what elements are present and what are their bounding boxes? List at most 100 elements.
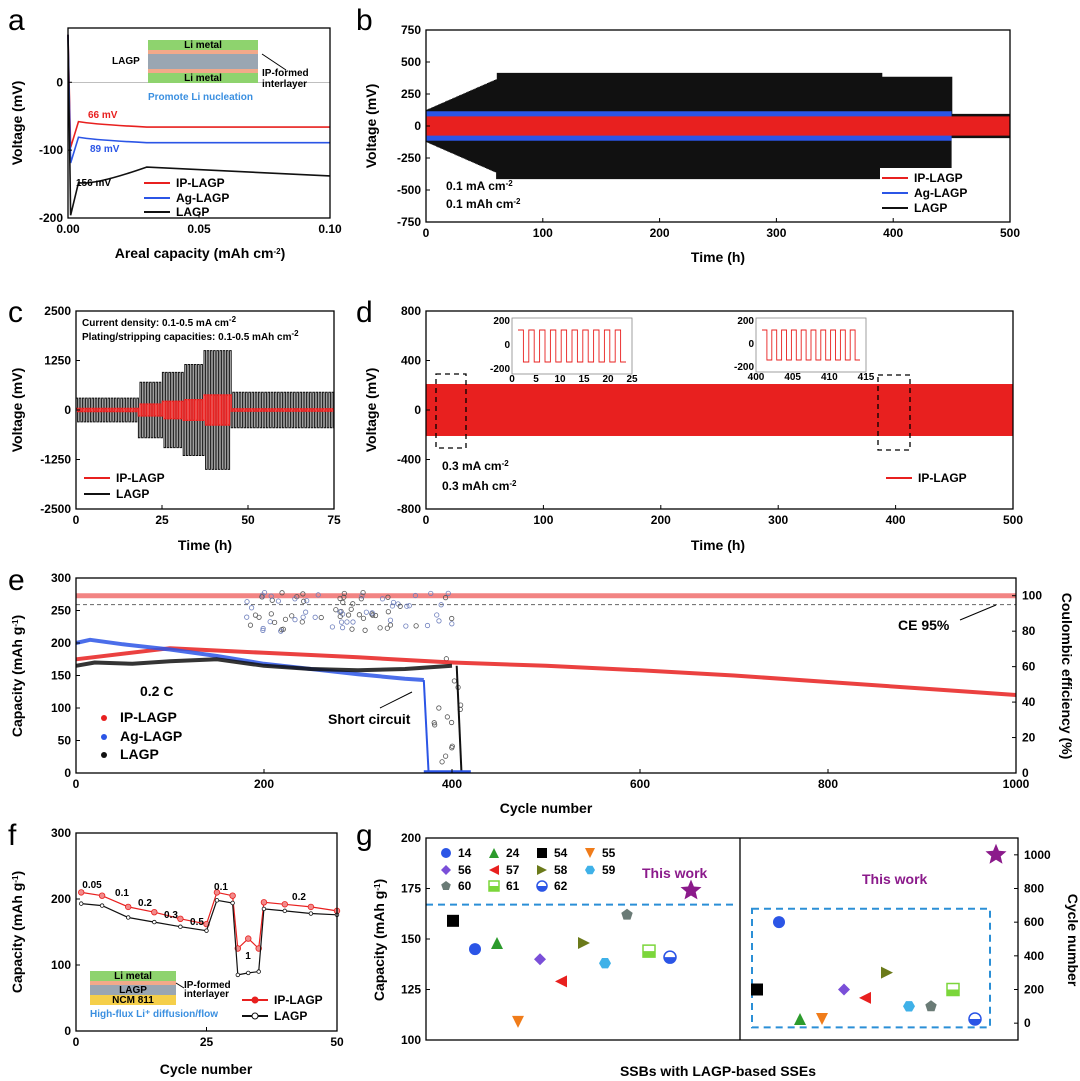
- ce-point: [389, 603, 396, 609]
- legend-ref-54: 54: [554, 846, 568, 860]
- ip-lagp-profile: [426, 384, 1013, 436]
- marker-ref-58: [881, 966, 893, 979]
- legend-ref-55: 55: [602, 846, 616, 860]
- legend-lagp-marker: [251, 1012, 259, 1020]
- ce-point: [443, 753, 449, 759]
- interlayer-bot: [148, 69, 258, 73]
- lagp-rate-point: [214, 898, 220, 903]
- ce-point: [449, 615, 455, 622]
- condition-current: 0.1 mA cm-2: [446, 179, 513, 194]
- ce-point: [360, 589, 366, 596]
- condition-capacity: 0.1 mAh cm-2: [446, 197, 521, 212]
- inset-li: Li metal: [114, 971, 152, 982]
- y-tick-label: 500: [401, 55, 421, 69]
- ce-point: [413, 623, 419, 629]
- ce-point: [350, 619, 356, 625]
- ce-point: [359, 593, 365, 599]
- x-tick-label: 100: [533, 226, 553, 240]
- rate-label-7: 0.2: [292, 892, 306, 903]
- ce-point: [448, 719, 455, 726]
- ip-lagp-rate-point: [78, 889, 85, 896]
- inset-caption: High-flux Li⁺ diffusion/flow: [90, 1009, 218, 1020]
- y-tick-label: -750: [397, 215, 421, 229]
- y-axis-label: Voltage (mV): [9, 368, 25, 453]
- rate-label-5: 0.1: [214, 882, 228, 893]
- x-tick-label: 0.10: [318, 222, 342, 236]
- ce-point: [289, 613, 295, 619]
- marker-ref-59: [599, 958, 611, 969]
- panel-e: e0 200 400 600 800 10003002502001501005001008…: [8, 564, 1075, 816]
- rate-label: 0.2 C: [140, 683, 173, 699]
- y-tick-label: 0: [64, 403, 71, 417]
- marker-ref-62-fill: [537, 886, 547, 891]
- marker-ref-57: [859, 991, 871, 1004]
- condition-capacity: Plating/stripping capacities: 0.1-0.5 mA…: [82, 329, 299, 344]
- ce-point: [275, 598, 282, 604]
- y2-tick-label: 1000: [1024, 848, 1051, 862]
- rate-label-0: 0.05: [82, 880, 102, 891]
- marker-ref-24: [794, 1012, 806, 1025]
- ce-point: [261, 589, 268, 596]
- annotation-66mv: 66 mV: [88, 110, 118, 121]
- zoom-box-1: [435, 373, 467, 449]
- annotation-156mv: 156 mV: [76, 178, 111, 189]
- ce-point: [303, 609, 309, 615]
- rate-label-2: 0.2: [138, 898, 152, 909]
- inset-y-tick: -200: [734, 362, 754, 373]
- y-tick-label: -1250: [40, 453, 71, 467]
- this-work-label-right: This work: [862, 871, 928, 887]
- ag-lagp-profile: [426, 111, 952, 141]
- legend-ip-lagp-label: IP-LAGP: [914, 171, 963, 185]
- marker-ref-60: [925, 1000, 937, 1012]
- legend-ref-24: 24: [506, 846, 520, 860]
- y2-axis-label: Cycle number: [1065, 894, 1080, 987]
- legend-label-2: LAGP: [120, 746, 159, 762]
- x-tick-label: 400: [442, 777, 462, 791]
- ce-point: [244, 614, 250, 620]
- ce-point: [248, 605, 255, 611]
- inset-y-tick: 0: [748, 339, 754, 350]
- ce-point: [387, 622, 394, 628]
- ce-arrow: [959, 604, 997, 621]
- marker-ref-59: [585, 865, 595, 875]
- inset-profile: [518, 329, 626, 363]
- lagp-rate-point: [282, 908, 287, 914]
- y-tick-label: 100: [401, 1033, 421, 1047]
- x-tick-label: 800: [818, 777, 838, 791]
- ce-point: [268, 593, 274, 599]
- marker-ref-54: [751, 983, 763, 996]
- annotation-89mv: 89 mV: [90, 144, 120, 155]
- legend-bg: [82, 466, 172, 502]
- x-tick-label: 0: [73, 1035, 80, 1049]
- interlayer-top: [148, 50, 258, 54]
- ip-lagp-rate-point: [98, 892, 106, 899]
- ce-point: [338, 619, 345, 625]
- x-tick-label: 50: [330, 1035, 344, 1049]
- marker-ref-59: [903, 1001, 915, 1012]
- ce-point: [451, 678, 457, 684]
- marker-ref-14: [441, 848, 451, 858]
- inset-arrow-label: IP-formed: [184, 980, 231, 991]
- x-tick-label: 500: [1003, 513, 1023, 527]
- panel-g-label: g: [356, 819, 373, 852]
- panel-c: c 0 25 50 75 2500 1250 0 -1250 -2500 Time (h) Volta…: [8, 296, 341, 553]
- inset-x-tick: 25: [626, 374, 638, 385]
- panel-d-label: d: [356, 296, 373, 329]
- y-tick-label: 300: [51, 571, 71, 585]
- x-axis-label: Time (h): [691, 537, 745, 553]
- ce-point: [349, 626, 355, 632]
- ip-lagp-rate-point: [307, 903, 315, 911]
- ce-point: [345, 612, 352, 618]
- plot-frame: [75, 577, 1017, 774]
- y-tick-label: 200: [51, 636, 71, 650]
- y-axis-label: Voltage (mV): [9, 81, 25, 166]
- y-tick-label: 200: [401, 831, 421, 845]
- lagp-rate-point: [152, 919, 157, 925]
- ip-lagp-curve: [67, 34, 330, 148]
- legend-ref-62: 62: [554, 879, 568, 893]
- ce-point: [449, 621, 455, 627]
- marker-ref-57: [489, 865, 499, 875]
- marker-ref-58: [578, 937, 590, 950]
- inset-x-tick: 0: [509, 374, 515, 385]
